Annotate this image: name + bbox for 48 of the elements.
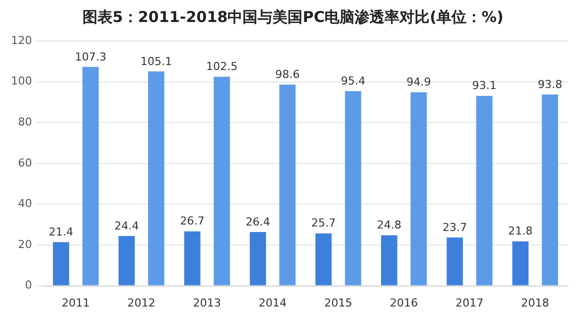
y-tick-label: 120 xyxy=(10,34,32,47)
x-tick-label: 2012 xyxy=(127,296,156,310)
bar xyxy=(446,237,463,286)
bar xyxy=(542,94,558,286)
data-label: 24.8 xyxy=(376,218,402,232)
bar xyxy=(315,233,332,286)
bar xyxy=(82,66,99,286)
data-label: 93.1 xyxy=(472,79,497,92)
y-tick-label: 100 xyxy=(10,74,32,88)
data-label: 26.4 xyxy=(246,215,270,228)
x-tick-label: 2013 xyxy=(193,296,222,310)
y-tick-label: 0 xyxy=(24,278,32,292)
data-label: 95.4 xyxy=(340,74,366,88)
data-label: 93.8 xyxy=(538,78,562,91)
x-tick-label: 2017 xyxy=(456,296,484,310)
bar xyxy=(512,241,529,286)
data-label: 24.4 xyxy=(114,219,139,232)
x-tick-label: 2018 xyxy=(521,296,550,310)
data-label: 25.7 xyxy=(311,216,336,230)
data-label: 23.7 xyxy=(442,220,468,234)
y-tick-label: 20 xyxy=(18,238,32,251)
data-label: 107.3 xyxy=(74,50,106,64)
bar xyxy=(184,231,200,286)
bar xyxy=(476,96,492,286)
bar xyxy=(381,235,398,286)
y-tick-label: 40 xyxy=(18,197,32,210)
data-label: 102.5 xyxy=(206,60,238,74)
data-label: 26.7 xyxy=(180,214,205,228)
y-tick-label: 80 xyxy=(18,115,32,128)
bar xyxy=(52,242,70,286)
chart-title: 图表5：2011-2018中国与美国PC电脑渗透率对比(单位：%) xyxy=(82,8,504,27)
bar xyxy=(279,84,296,286)
bar xyxy=(344,91,362,286)
data-label: 105.1 xyxy=(140,54,172,68)
y-tick-label: 60 xyxy=(18,156,32,170)
bar xyxy=(118,236,135,286)
bar xyxy=(410,92,427,286)
x-tick-label: 2014 xyxy=(258,296,287,310)
data-label: 21.4 xyxy=(48,226,74,239)
x-tick-label: 2016 xyxy=(390,296,418,310)
bar xyxy=(214,76,230,286)
x-tick-label: 2015 xyxy=(324,296,352,310)
data-label: 21.8 xyxy=(508,224,533,238)
bar xyxy=(148,71,164,286)
x-tick-label: 2011 xyxy=(62,296,90,310)
data-label: 98.6 xyxy=(275,68,300,82)
bar xyxy=(250,232,266,286)
data-label: 94.9 xyxy=(406,76,431,89)
